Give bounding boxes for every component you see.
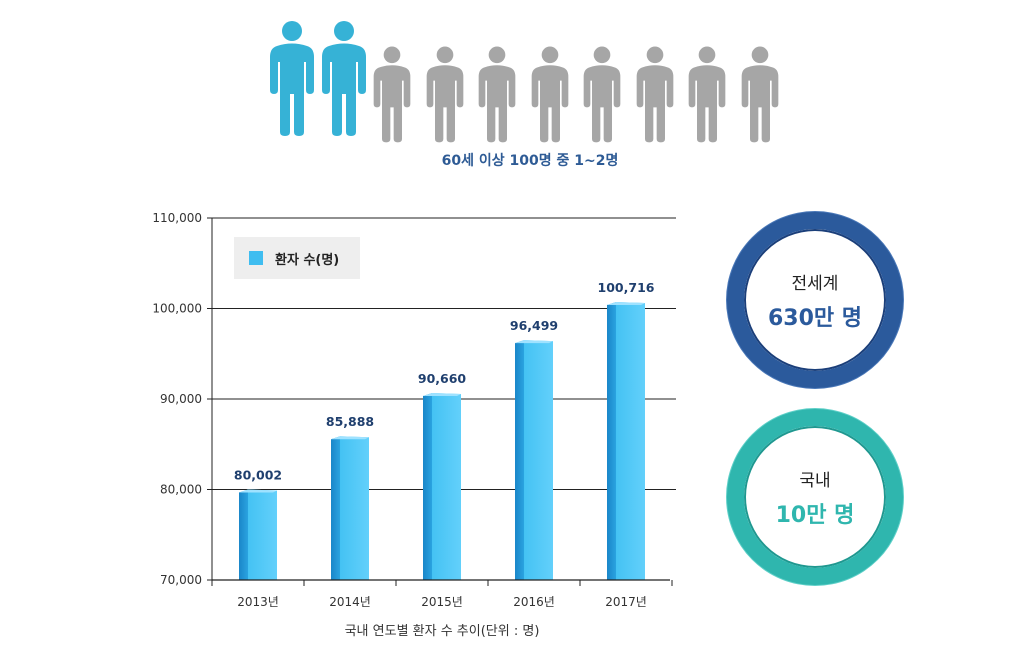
data-label: 80,002	[234, 467, 282, 482]
korea-stat-ring: 국내 10만 명	[727, 409, 903, 585]
bar	[239, 489, 277, 580]
chart-x-axis-label: 국내 연도별 환자 수 추이(단위 : 명)	[344, 624, 540, 639]
bar	[515, 340, 553, 580]
y-tick-label: 110,000	[152, 211, 202, 225]
x-tick-label: 2013년	[237, 595, 279, 609]
bar-front	[340, 436, 369, 580]
bar-front	[432, 393, 461, 580]
person-icon	[583, 46, 621, 143]
bar-side	[239, 489, 248, 580]
person-icon	[531, 46, 568, 143]
bar-front	[248, 489, 277, 580]
y-tick-label: 70,000	[160, 573, 202, 587]
data-label: 96,499	[510, 318, 558, 333]
chart-legend: 환자 수(명)	[234, 237, 360, 279]
y-tick-label: 100,000	[152, 302, 202, 316]
bar-side	[607, 302, 616, 580]
legend-swatch	[249, 251, 263, 265]
world-stat-title: 전세계	[791, 273, 839, 294]
person-icon	[636, 46, 673, 143]
bar	[607, 302, 645, 580]
x-tick-label: 2016년	[513, 595, 555, 609]
bar-side	[331, 436, 340, 580]
bar-side	[423, 393, 432, 580]
y-tick-label: 80,000	[160, 483, 202, 497]
data-label: 90,660	[418, 371, 467, 386]
person-icon	[373, 46, 411, 143]
bar	[423, 393, 461, 580]
people-caption: 60세 이상 100명 중 1~2명	[441, 153, 619, 169]
bar-front	[524, 340, 553, 580]
people-pictogram	[268, 20, 788, 143]
korea-stat-value: 10만 명	[775, 502, 855, 528]
x-tick-label: 2017년	[605, 595, 647, 609]
data-label: 85,888	[326, 414, 374, 429]
legend-label: 환자 수(명)	[275, 252, 340, 268]
bar-front	[616, 302, 645, 580]
bar-top	[515, 340, 553, 344]
bar-top	[239, 489, 277, 493]
world-stat-ring: 전세계 630만 명	[727, 212, 903, 388]
data-label: 100,716	[598, 280, 655, 295]
bar-top	[607, 302, 645, 306]
bar-chart: 70,000 80,000 90,000 100,000 110,000 80,002 20…	[152, 211, 676, 609]
person-icon	[688, 46, 726, 143]
bar-top	[423, 393, 461, 397]
bar-side	[515, 340, 524, 580]
person-icon-highlighted	[322, 21, 366, 136]
person-icon	[478, 46, 516, 143]
bar	[331, 436, 369, 580]
world-stat-value: 630만 명	[767, 305, 863, 331]
x-tick-label: 2015년	[421, 595, 463, 609]
person-icon-highlighted	[270, 21, 314, 136]
y-tick-label: 90,000	[160, 392, 202, 406]
person-icon	[426, 46, 463, 143]
bar-top	[331, 436, 369, 440]
x-tick-label: 2014년	[329, 595, 371, 609]
person-icon	[741, 46, 778, 143]
korea-stat-title: 국내	[799, 470, 831, 491]
